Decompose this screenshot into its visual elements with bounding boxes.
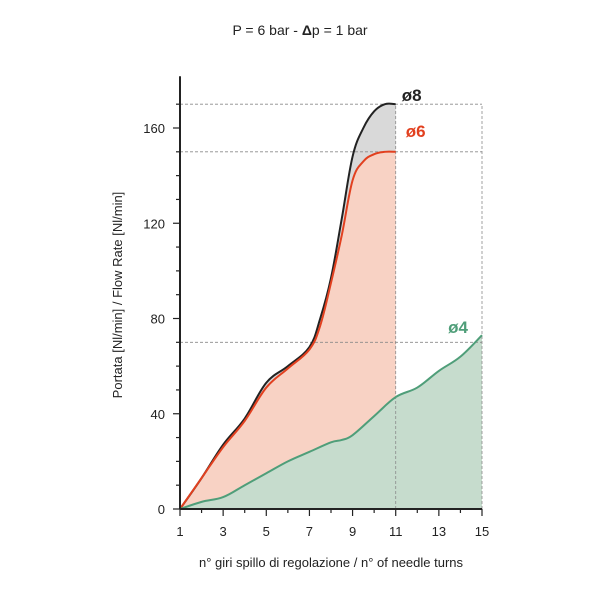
title-part-1: P = 6 bar - bbox=[232, 22, 302, 38]
x-tick-label-1: 1 bbox=[176, 524, 183, 539]
chart-title: P = 6 bar - Δp = 1 bar bbox=[0, 22, 600, 38]
x-tick-label-7: 7 bbox=[306, 524, 313, 539]
y-tick-label-80: 80 bbox=[151, 312, 165, 327]
series-fills bbox=[180, 103, 482, 509]
series-label-d4: ø4 bbox=[448, 318, 468, 337]
reference-lines bbox=[180, 103, 483, 509]
x-tick-label-11: 11 bbox=[389, 524, 403, 539]
y-tick-label-0: 0 bbox=[158, 502, 165, 517]
series-lines bbox=[179, 102, 483, 510]
series-line-d4 bbox=[179, 334, 483, 510]
y-axis-title: Portata [Nl/min] / Flow Rate [Nl/min] bbox=[110, 192, 125, 399]
title-part-2: p = 1 bar bbox=[311, 22, 368, 38]
y-tick-label-40: 40 bbox=[151, 407, 165, 422]
series-label-d8: ø8 bbox=[402, 86, 422, 105]
x-tick-label-15: 15 bbox=[475, 524, 489, 539]
x-tick-label-9: 9 bbox=[349, 524, 356, 539]
x-axis-title: n° giri spillo di regolazione / n° of ne… bbox=[199, 555, 464, 570]
y-tick-label-160: 160 bbox=[143, 121, 165, 136]
area-fill-d6 bbox=[180, 151, 396, 509]
area-fill-d4 bbox=[180, 335, 482, 509]
x-tick-label-13: 13 bbox=[432, 524, 446, 539]
x-tick-label-5: 5 bbox=[263, 524, 270, 539]
x-tick-label-3: 3 bbox=[220, 524, 227, 539]
y-tick-label-120: 120 bbox=[143, 216, 165, 231]
series-line-d8 bbox=[179, 102, 396, 510]
title-delta-symbol: Δ bbox=[301, 22, 312, 38]
series-label-d6: ø6 bbox=[406, 122, 426, 141]
labels: n° giri spillo di regolazione / n° of ne… bbox=[110, 86, 469, 570]
series-line-d6 bbox=[179, 150, 396, 510]
